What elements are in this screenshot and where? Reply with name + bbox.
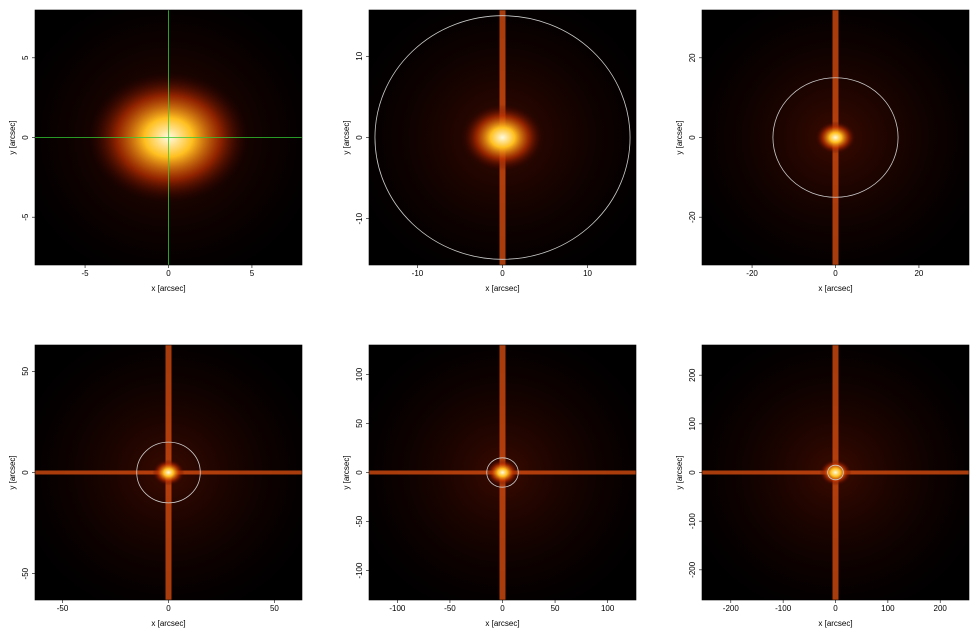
source-core	[461, 104, 544, 171]
x-tick-label: -50	[444, 604, 456, 613]
image	[35, 345, 302, 600]
aperture-circle	[827, 464, 844, 481]
image	[369, 10, 636, 265]
x-axis-label: x [arcsec]	[818, 619, 852, 628]
y-axis-label: y [arcsec]	[8, 120, 17, 154]
x-tick-label: -20	[746, 269, 758, 278]
image	[35, 10, 302, 265]
y-axis-label: y [arcsec]	[8, 455, 17, 489]
x-tick-label: 0	[833, 604, 838, 613]
y-axis-label: y [arcsec]	[342, 455, 351, 489]
y-tick-label: 5	[21, 55, 30, 60]
y-tick-label: 0	[688, 135, 697, 140]
x-axis-label: x [arcsec]	[485, 284, 519, 293]
image	[702, 10, 969, 265]
y-tick-label: 20	[688, 53, 697, 62]
panel: -100 -50 0 50 100 -100 -50 0 50 100 x [arcsec] y [a…	[342, 344, 637, 628]
y-tick-label: -5	[21, 213, 30, 221]
y-tick-label: -50	[355, 515, 364, 527]
y-tick-label: -50	[21, 567, 30, 579]
x-tick-label: -5	[82, 269, 90, 278]
x-tick-label: 20	[914, 269, 923, 278]
x-tick-label: 0	[833, 269, 838, 278]
x-tick-label: 0	[166, 604, 171, 613]
image	[369, 345, 636, 600]
y-tick-label: 0	[355, 135, 364, 140]
panel: -200 -100 0 100 200 -200 -100 0 100 200 x [arcsec]…	[675, 344, 970, 628]
y-axis-label: y [arcsec]	[675, 120, 684, 154]
y-tick-label: -100	[355, 562, 364, 579]
aperture-circle	[136, 441, 201, 504]
aperture-circle	[486, 457, 519, 488]
panel: -5 0 5 -5 0 5 x [arcsec] y [arcsec]	[8, 9, 303, 293]
x-tick-label: 100	[881, 604, 895, 613]
y-axis-label: y [arcsec]	[675, 455, 684, 489]
source-core	[819, 459, 852, 486]
x-tick-label: -100	[389, 604, 406, 613]
panel: -20 0 20 -20 0 20 x [arcsec] y [arcsec]	[675, 9, 970, 293]
y-tick-label: 100	[355, 367, 364, 381]
x-tick-label: 5	[250, 269, 255, 278]
aperture-circle	[772, 77, 899, 198]
x-tick-label: -100	[775, 604, 792, 613]
x-tick-label: 200	[934, 604, 948, 613]
y-axis-label: y [arcsec]	[342, 120, 351, 154]
x-axis-label: x [arcsec]	[151, 619, 185, 628]
image	[702, 345, 969, 600]
y-tick-label: 200	[688, 368, 697, 382]
x-tick-label: 0	[500, 269, 505, 278]
x-axis-label: x [arcsec]	[151, 284, 185, 293]
panel: -10 0 10 -10 0 10 x [arcsec] y [arcsec]	[342, 9, 637, 293]
y-tick-label: 10	[355, 51, 364, 60]
y-tick-label: -20	[688, 211, 697, 223]
x-axis-label: x [arcsec]	[818, 284, 852, 293]
y-tick-label: -200	[688, 561, 697, 578]
x-tick-label: -10	[412, 269, 424, 278]
x-tick-label: 10	[583, 269, 592, 278]
x-tick-label: -200	[723, 604, 740, 613]
y-tick-label: 0	[21, 470, 30, 475]
x-tick-label: 100	[601, 604, 615, 613]
y-tick-label: -100	[688, 513, 697, 530]
y-tick-label: 50	[21, 366, 30, 375]
source-core	[152, 459, 185, 486]
y-tick-label: 0	[355, 470, 364, 475]
x-tick-label: 0	[166, 269, 171, 278]
panel: -50 0 50 -50 0 50 x [arcsec] y [arcsec]	[8, 344, 303, 628]
x-tick-label: -50	[57, 604, 69, 613]
x-tick-label: 50	[551, 604, 560, 613]
y-tick-label: 50	[355, 418, 364, 427]
y-tick-label: -10	[355, 212, 364, 224]
y-tick-label: 100	[688, 417, 697, 431]
x-axis-label: x [arcsec]	[485, 619, 519, 628]
x-tick-label: 0	[500, 604, 505, 613]
source-core	[486, 459, 519, 486]
y-tick-label: 0	[688, 470, 697, 475]
source-core	[815, 121, 856, 154]
aperture-circle	[374, 15, 631, 260]
x-tick-label: 50	[270, 604, 279, 613]
y-tick-label: 0	[21, 135, 30, 140]
